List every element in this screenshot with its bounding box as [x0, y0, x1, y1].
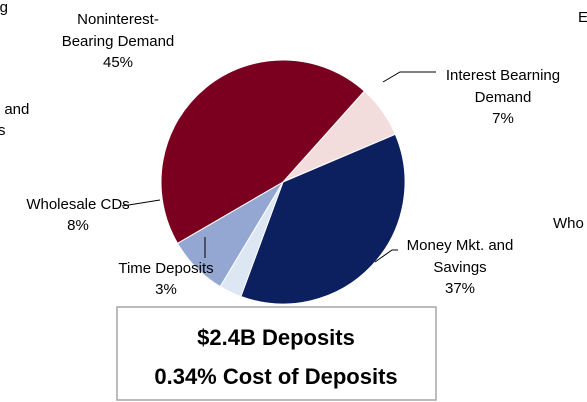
pie-slice: [160, 59, 366, 245]
clipped-text: . and: [0, 101, 29, 118]
slice-label: Noninterest-: [77, 11, 159, 28]
leader-line: [121, 199, 161, 207]
clipped-text: s: [0, 122, 6, 139]
slice-label: Money Mkt. and: [407, 237, 514, 254]
leader-line: [374, 249, 398, 263]
leader-line: [382, 71, 436, 83]
slice-label: Savings: [433, 259, 486, 276]
summary-line: $2.4B Deposits: [197, 325, 355, 350]
value-label: 8%: [67, 217, 89, 234]
clipped-text: g: [0, 0, 8, 16]
clipped-text: Who: [553, 215, 584, 232]
slice-label: Time Deposits: [118, 260, 213, 277]
slice-label: Demand: [475, 89, 532, 106]
value-label: 3%: [155, 281, 177, 298]
value-label: 45%: [103, 54, 133, 71]
value-label: 7%: [492, 110, 514, 127]
summary-line: 0.34% Cost of Deposits: [154, 364, 397, 389]
pie-slice: [240, 133, 406, 305]
clipped-text: E: [578, 9, 587, 26]
summary-box: [116, 306, 437, 401]
slice-label: Interest Bearning: [446, 67, 560, 84]
slice-label: Wholesale CDs: [26, 196, 129, 213]
slice-label: Bearing Demand: [62, 33, 175, 50]
value-label: 37%: [445, 280, 475, 297]
